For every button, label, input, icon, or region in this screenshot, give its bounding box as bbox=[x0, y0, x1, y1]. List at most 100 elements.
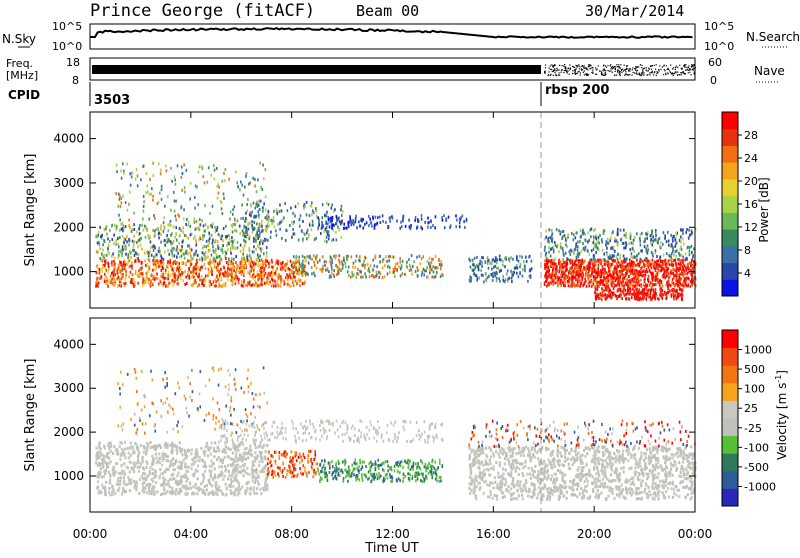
scatter-cell bbox=[253, 492, 255, 495]
nave-dot bbox=[656, 64, 657, 65]
scatter-cell bbox=[194, 207, 196, 210]
scatter-cell bbox=[360, 271, 362, 274]
scatter-cell bbox=[304, 205, 306, 208]
scatter-cell bbox=[161, 188, 163, 191]
scatter-cell bbox=[634, 236, 636, 239]
nave-dot bbox=[575, 65, 576, 66]
scatter-cell bbox=[612, 276, 614, 279]
scatter-cell bbox=[679, 259, 681, 262]
scatter-cell bbox=[205, 223, 207, 226]
scatter-cell bbox=[323, 230, 325, 233]
scatter-cell bbox=[107, 281, 109, 284]
scatter-cell bbox=[593, 238, 595, 241]
scatter-cell bbox=[217, 240, 219, 243]
nave-dot bbox=[679, 74, 680, 75]
scatter-cell bbox=[675, 262, 677, 265]
scatter-cell bbox=[551, 229, 553, 232]
nsky-tick-low: 10^0 bbox=[52, 40, 82, 53]
scatter-cell bbox=[601, 287, 603, 290]
scatter-cell bbox=[176, 239, 178, 242]
scatter-cell bbox=[219, 274, 221, 277]
scatter-cell bbox=[298, 278, 300, 281]
nave-dot bbox=[663, 74, 664, 75]
scatter-cell bbox=[136, 168, 138, 171]
scatter-cell bbox=[379, 255, 381, 258]
scatter-cell bbox=[281, 279, 283, 282]
scatter-cell bbox=[265, 216, 267, 219]
nave-dot bbox=[683, 72, 684, 73]
scatter-cell bbox=[384, 275, 386, 278]
scatter-cell bbox=[158, 236, 160, 239]
scatter-cell bbox=[415, 216, 417, 219]
scatter-cell bbox=[122, 252, 124, 255]
scatter-cell bbox=[489, 262, 491, 265]
scatter-cell bbox=[313, 271, 315, 274]
nave-dot bbox=[643, 68, 644, 69]
scatter-cell bbox=[603, 289, 605, 292]
nave-dot bbox=[626, 68, 627, 69]
nave-dot bbox=[574, 69, 575, 70]
scatter-cell bbox=[145, 236, 147, 239]
nave-dot bbox=[567, 71, 568, 72]
scatter-cell bbox=[687, 277, 689, 280]
scatter-cell bbox=[662, 284, 664, 287]
scatter-cell bbox=[348, 274, 350, 277]
scatter-cell bbox=[129, 172, 131, 175]
scatter-cell bbox=[586, 285, 588, 288]
scatter-cell bbox=[566, 237, 568, 240]
scatter-cell bbox=[110, 450, 112, 453]
scatter-cell bbox=[158, 283, 160, 286]
scatter-cell bbox=[220, 489, 222, 492]
scatter-cell bbox=[674, 269, 676, 272]
scatter-cell bbox=[642, 260, 644, 263]
scatter-cell bbox=[237, 186, 239, 189]
scatter-cell bbox=[123, 462, 125, 465]
scatter-cell bbox=[633, 262, 635, 265]
scatter-cell bbox=[432, 265, 434, 268]
scatter-cell bbox=[601, 272, 603, 275]
scatter-cell bbox=[165, 164, 167, 167]
nave-dot bbox=[667, 68, 668, 69]
scatter-cell bbox=[411, 273, 413, 276]
scatter-cell bbox=[436, 271, 438, 274]
scatter-cell bbox=[231, 273, 233, 276]
scatter-cell bbox=[382, 220, 384, 223]
nave-dot bbox=[664, 70, 665, 71]
scatter-cell bbox=[655, 283, 657, 286]
scatter-cell bbox=[590, 274, 592, 277]
scatter-cell bbox=[302, 282, 304, 285]
nave-dot bbox=[664, 65, 665, 66]
scatter-cell bbox=[123, 237, 125, 240]
scatter-cell bbox=[197, 464, 199, 467]
scatter-cell bbox=[117, 256, 119, 259]
scatter-cell bbox=[286, 229, 288, 232]
scatter-cell bbox=[321, 270, 323, 273]
scatter-cell bbox=[133, 278, 135, 281]
nave-dot bbox=[607, 65, 608, 66]
scatter-cell bbox=[667, 231, 669, 234]
scatter-cell bbox=[353, 273, 355, 276]
scatter-cell bbox=[161, 463, 163, 466]
scatter-cell bbox=[609, 289, 611, 292]
scatter-cell bbox=[152, 468, 154, 471]
scatter-cell bbox=[464, 226, 466, 229]
scatter-cell bbox=[336, 273, 338, 276]
scatter-cell bbox=[202, 251, 204, 254]
scatter-cell bbox=[151, 455, 153, 458]
nave-dot bbox=[583, 67, 584, 68]
scatter-cell bbox=[601, 298, 603, 301]
scatter-cell bbox=[121, 177, 123, 180]
scatter-cell bbox=[671, 293, 673, 296]
scatter-cell bbox=[560, 284, 562, 287]
nave-dot bbox=[564, 64, 565, 65]
scatter-cell bbox=[227, 235, 229, 238]
scatter-cell bbox=[241, 204, 243, 207]
scatter-cell bbox=[164, 492, 166, 495]
scatter-cell bbox=[205, 275, 207, 278]
scatter-cell bbox=[544, 249, 546, 252]
scatter-cell bbox=[402, 260, 404, 263]
scatter-cell bbox=[669, 255, 671, 258]
scatter-cell bbox=[176, 269, 178, 272]
scatter-cell bbox=[393, 268, 395, 271]
scatter-cell bbox=[259, 255, 261, 258]
